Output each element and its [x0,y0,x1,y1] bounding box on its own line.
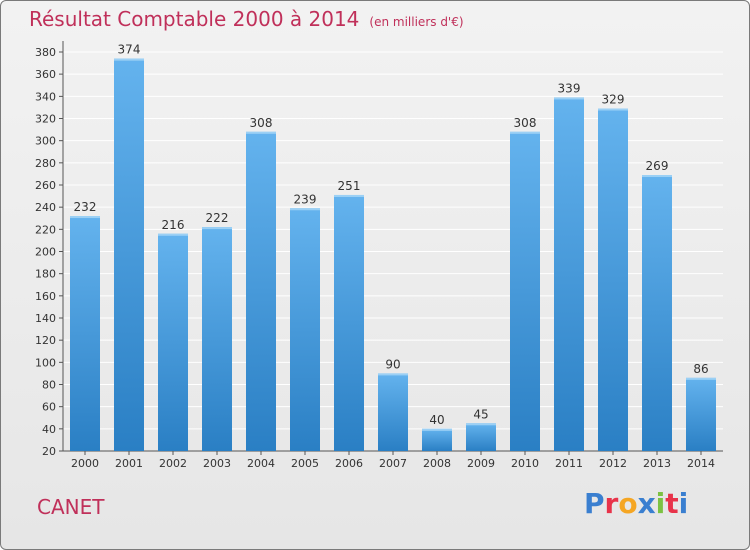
x-tick-label: 2010 [511,457,539,470]
bar-2006 [334,194,364,451]
x-tick-label: 2002 [159,457,187,470]
y-tick-label: 300 [35,135,56,148]
bar-highlight [290,208,320,211]
data-label: 251 [338,179,361,193]
x-tick-label: 2014 [687,457,715,470]
logo-letter: t [665,487,679,520]
bar-highlight [642,175,672,178]
bar-highlight [246,131,276,134]
data-label: 239 [294,192,317,206]
y-tick-label: 60 [42,401,56,414]
y-tick-labels: 20 40 60 80 100 120 140 160 180 200 220 240 260 280 30… [35,46,56,458]
data-label: 339 [558,81,581,95]
bar-2003 [202,227,232,451]
bar-highlight [422,428,452,431]
data-label: 329 [602,93,625,107]
chart-title: Résultat Comptable 2000 à 2014 (en millie… [29,7,464,31]
data-label: 45 [473,407,488,421]
logo-letter: i [655,487,666,520]
bar-highlight [554,97,584,100]
chart-title-text: Résultat Comptable 2000 à 2014 [29,7,360,31]
y-tick-label: 380 [35,46,56,59]
bar-2008 [422,428,452,451]
bar-2010 [510,131,540,452]
y-tick-label: 200 [35,246,56,259]
bar-highlight [70,216,100,219]
x-tick-label: 2006 [335,457,363,470]
logo-letter: r [604,487,619,520]
data-label: 308 [514,116,537,130]
data-label: 222 [206,211,229,225]
data-label: 269 [646,159,669,173]
y-tick-label: 280 [35,157,56,170]
x-tick-label: 2011 [555,457,583,470]
x-tick-label: 2008 [423,457,451,470]
bar-highlight [598,108,628,111]
logo-letter: i [678,487,689,520]
data-label: 216 [162,218,185,232]
bar-highlight [334,194,364,197]
x-tick-label: 2007 [379,457,407,470]
logo-letter: x [637,487,656,520]
data-label: 40 [429,413,444,427]
y-tick-label: 220 [35,223,56,236]
x-tick-label: 2003 [203,457,231,470]
bar-highlight [466,423,496,426]
proxiti-logo: Proxiti [584,487,688,520]
bar-2000 [70,216,100,451]
bar-highlight [686,377,716,380]
y-tick-label: 180 [35,268,56,281]
bar-highlight [114,58,144,61]
y-tick-label: 120 [35,334,56,347]
y-tick-label: 100 [35,356,56,369]
bar-2012 [598,108,628,452]
y-tick-label: 20 [42,445,56,458]
bar-highlight [510,131,540,134]
bar-highlight [158,233,188,236]
data-label: 374 [118,43,141,57]
bar-2002 [158,233,188,451]
logo-letter: P [584,487,605,520]
x-tick-labels: 2000 2001 2002 2003 2004 2005 2006 2007 2008 2009… [71,457,715,470]
data-label: 232 [74,200,97,214]
data-label: 308 [250,116,273,130]
data-label: 86 [693,362,708,376]
x-tick-label: 2013 [643,457,671,470]
bar-2011 [554,97,584,452]
x-tick-label: 2012 [599,457,627,470]
place-name: CANET [37,495,105,519]
bar-highlight [378,373,408,376]
bar-2007 [378,373,408,451]
chart-subtitle: (en milliers d'€) [369,15,464,29]
y-tick-label: 80 [42,379,56,392]
bar-2001 [114,58,144,452]
data-label: 90 [385,357,400,371]
y-tick-label: 140 [35,312,56,325]
bar-2014 [686,377,716,451]
data-labels: 232 374 216 222 308 239 251 90 40 45 308 339 329 269 8… [74,43,709,427]
y-tick-label: 320 [35,113,56,126]
x-tick-label: 2000 [71,457,99,470]
y-tick-label: 240 [35,201,56,214]
y-tick-label: 340 [35,90,56,103]
y-tick-label: 360 [35,68,56,81]
x-tick-label: 2005 [291,457,319,470]
y-tick-label: 40 [42,423,56,436]
bar-highlight [202,227,232,230]
y-tick-label: 160 [35,290,56,303]
bar-2009 [466,423,496,451]
x-tick-label: 2004 [247,457,275,470]
logo-letter: o [618,487,638,520]
bar-2004 [246,131,276,452]
bar-2013 [642,175,672,451]
y-tick-label: 260 [35,179,56,192]
x-tick-label: 2001 [115,457,143,470]
x-tick-label: 2009 [467,457,495,470]
bars [70,58,716,452]
bar-2005 [290,208,320,451]
